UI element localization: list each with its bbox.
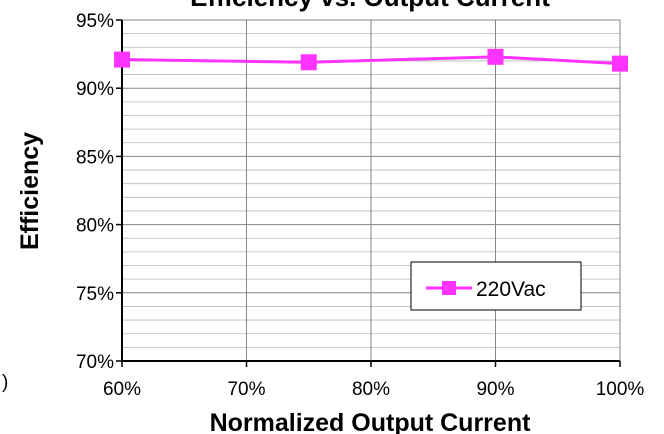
y-tick-label: 75% [76,284,114,305]
legend-box [410,261,582,311]
x-tick-label: 70% [227,379,265,400]
y-axis-title: Efficiency [16,132,44,250]
y-tick-label: 95% [76,11,114,32]
data-point-marker [612,55,628,72]
x-tick-label: 80% [352,379,390,400]
x-axis-title: Normalized Output Current [210,409,532,434]
y-tick-label: 70% [76,352,114,373]
x-axis-ticks: 60% 70% 80% 90% 100% [103,361,644,400]
y-tick-label: 90% [76,79,114,100]
legend-label: 220Vac [476,278,546,301]
data-point-marker [487,48,504,65]
stray-mark: ) [2,372,8,393]
x-tick-label: 100% [596,379,645,400]
x-tick-label: 60% [103,379,141,400]
data-point-marker [114,51,130,68]
y-axis-ticks: 70% 75% 80% 85% 90% 95% [76,11,122,373]
legend: 220Vac [410,261,582,311]
x-tick-label: 90% [476,379,514,400]
series-layer [114,48,628,72]
chart-title: Efficiency vs. Output Current [190,0,550,12]
y-tick-label: 80% [76,216,114,237]
y-tick-label: 85% [76,147,114,168]
legend-marker [442,281,456,295]
data-point-marker [300,54,317,71]
series-line [121,55,621,66]
